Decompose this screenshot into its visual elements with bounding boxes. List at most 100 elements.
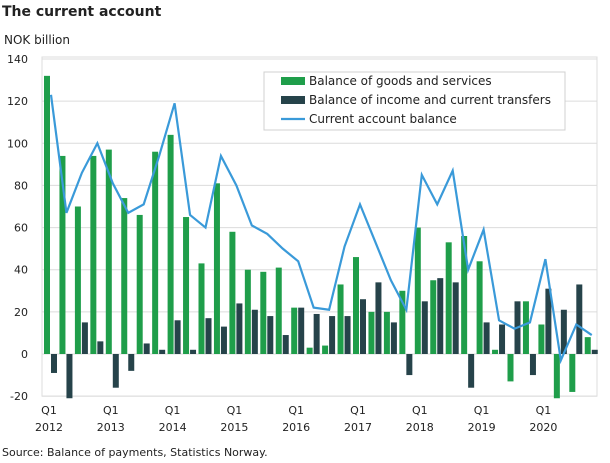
goods-bar bbox=[461, 236, 468, 354]
goods-bar bbox=[522, 301, 529, 354]
x-tick-year: 2017 bbox=[344, 421, 372, 434]
x-tick-year: 2016 bbox=[282, 421, 310, 434]
income-bar bbox=[236, 303, 243, 354]
x-tick-year: 2013 bbox=[97, 421, 125, 434]
income-bar bbox=[159, 349, 166, 354]
goods-bar bbox=[44, 75, 50, 354]
income-bar bbox=[529, 354, 536, 376]
y-tick-label: 60 bbox=[14, 222, 28, 235]
goods-bar bbox=[445, 242, 452, 354]
current-account-line bbox=[49, 94, 593, 365]
income-bar bbox=[591, 349, 598, 354]
goods-bar bbox=[322, 345, 329, 354]
goods-bar bbox=[244, 269, 251, 354]
goods-bar bbox=[229, 231, 236, 354]
goods-bar bbox=[414, 227, 421, 354]
y-tick-label: 20 bbox=[14, 306, 28, 319]
income-bar bbox=[576, 284, 583, 354]
goods-bar bbox=[538, 324, 545, 354]
goods-bar bbox=[183, 217, 190, 354]
x-tick-quarter: Q1 bbox=[165, 404, 181, 417]
x-tick-year: 2012 bbox=[35, 421, 63, 434]
goods-bar bbox=[368, 311, 375, 354]
goods-bar bbox=[553, 354, 560, 399]
goods-bar bbox=[399, 290, 406, 354]
goods-bar bbox=[353, 257, 359, 354]
legend-label: Balance of income and current transfers bbox=[309, 93, 551, 107]
legend-goods-swatch bbox=[281, 77, 305, 85]
goods-bar bbox=[383, 311, 390, 354]
legend-box bbox=[263, 71, 566, 131]
income-bar bbox=[81, 322, 88, 354]
income-bar bbox=[143, 343, 150, 354]
goods-bar bbox=[430, 280, 437, 354]
y-tick-label: 80 bbox=[14, 179, 28, 192]
goods-bar bbox=[152, 151, 159, 354]
x-tick-year: 2020 bbox=[529, 421, 557, 434]
legend-label: Current account balance bbox=[309, 112, 457, 126]
income-bar bbox=[406, 354, 413, 376]
income-bar bbox=[483, 322, 490, 354]
income-bar bbox=[51, 354, 57, 373]
x-tick-year: 2015 bbox=[220, 421, 248, 434]
income-bar bbox=[267, 316, 274, 354]
y-tick-label: 100 bbox=[7, 137, 28, 150]
income-bar bbox=[375, 282, 382, 354]
goods-bar bbox=[291, 307, 298, 354]
goods-bar bbox=[90, 155, 97, 354]
goods-bar bbox=[507, 354, 514, 382]
source-note: Source: Balance of payments, Statistics … bbox=[2, 446, 268, 459]
income-bar bbox=[390, 322, 397, 354]
goods-bar bbox=[74, 206, 81, 354]
income-bar bbox=[329, 316, 336, 354]
goods-bar bbox=[337, 284, 344, 354]
y-tick-label: 0 bbox=[21, 348, 28, 361]
income-bar bbox=[205, 318, 212, 354]
goods-bar bbox=[121, 198, 128, 354]
x-tick-quarter: Q1 bbox=[474, 404, 490, 417]
legend-label: Balance of goods and services bbox=[309, 74, 492, 88]
x-tick-quarter: Q1 bbox=[103, 404, 119, 417]
goods-bar bbox=[492, 349, 499, 354]
legend-income-swatch bbox=[281, 96, 305, 104]
income-bar bbox=[220, 326, 227, 354]
x-tick-quarter: Q1 bbox=[350, 404, 366, 417]
goods-bar bbox=[306, 347, 313, 354]
x-tick-year: 2019 bbox=[468, 421, 496, 434]
x-tick-quarter: Q1 bbox=[412, 404, 428, 417]
income-bar bbox=[97, 341, 104, 354]
goods-bar bbox=[584, 337, 591, 354]
income-bar bbox=[66, 354, 73, 399]
goods-bar bbox=[476, 261, 483, 354]
goods-bar bbox=[198, 263, 205, 354]
income-bar bbox=[437, 278, 444, 354]
goods-bar bbox=[275, 267, 282, 354]
income-bar bbox=[112, 354, 119, 388]
x-tick-year: 2014 bbox=[159, 421, 187, 434]
plot-frame bbox=[41, 56, 598, 397]
x-tick-quarter: Q1 bbox=[41, 404, 57, 417]
chart-title: The current account bbox=[2, 4, 162, 20]
y-tick-label: 120 bbox=[7, 95, 28, 108]
income-bar bbox=[545, 288, 552, 354]
income-bar bbox=[468, 354, 475, 388]
goods-bar bbox=[213, 183, 220, 354]
goods-bar bbox=[59, 155, 66, 354]
x-tick-quarter: Q1 bbox=[227, 404, 243, 417]
income-bar bbox=[174, 320, 181, 354]
income-bar bbox=[128, 354, 135, 371]
income-bar bbox=[313, 313, 320, 354]
goods-bar bbox=[167, 134, 174, 354]
goods-bar bbox=[105, 149, 112, 354]
income-bar bbox=[190, 349, 197, 354]
income-bar bbox=[360, 299, 366, 354]
income-bar bbox=[421, 301, 428, 354]
y-axis-label: NOK billion bbox=[4, 33, 71, 47]
y-tick-label: 40 bbox=[14, 264, 28, 277]
x-tick-quarter: Q1 bbox=[536, 404, 552, 417]
income-bar bbox=[298, 307, 305, 354]
goods-bar bbox=[569, 354, 576, 392]
x-tick-quarter: Q1 bbox=[288, 404, 304, 417]
income-bar bbox=[251, 309, 258, 354]
